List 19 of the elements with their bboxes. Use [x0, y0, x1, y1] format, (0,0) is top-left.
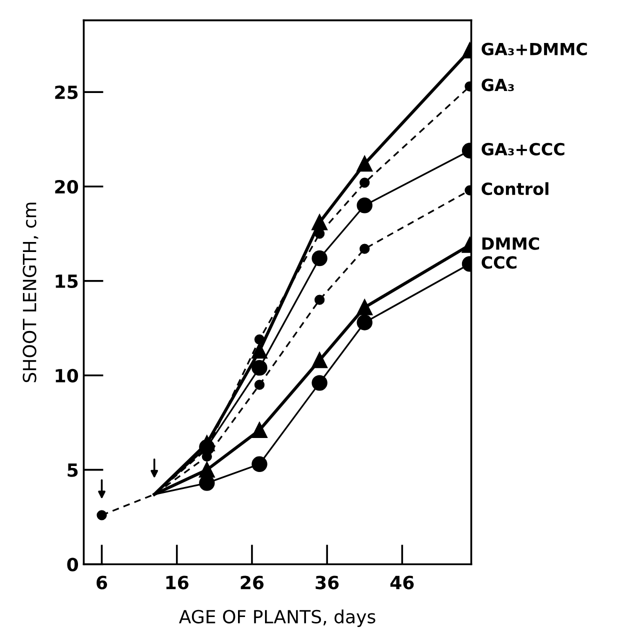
- series-label: CCC: [482, 256, 516, 269]
- x-tick-label: 46: [390, 576, 414, 590]
- y-axis-title: SHOOT LENGTH, cm: [22, 202, 38, 382]
- series-label: Control: [482, 182, 548, 196]
- y-tick-label: 10: [56, 368, 78, 382]
- x-tick-label: 16: [166, 576, 188, 590]
- y-tick-label: 5: [68, 464, 78, 477]
- x-axis-title: AGE OF PLANTS, days: [178, 610, 376, 627]
- x-tick-label: 6: [96, 576, 108, 590]
- series-label: GA₃+DMMC: [482, 42, 587, 56]
- y-tick-label: 15: [56, 274, 78, 288]
- series-label: GA₃: [482, 78, 514, 92]
- y-tick-label: 25: [55, 86, 78, 100]
- series-label: DMMC: [482, 237, 540, 250]
- y-tick-label: 20: [55, 180, 78, 194]
- series-label: GA₃+CCC: [482, 142, 564, 156]
- y-tick-label: 0: [67, 558, 78, 572]
- x-tick-label: 26: [240, 576, 264, 590]
- x-tick-label: 36: [316, 576, 339, 590]
